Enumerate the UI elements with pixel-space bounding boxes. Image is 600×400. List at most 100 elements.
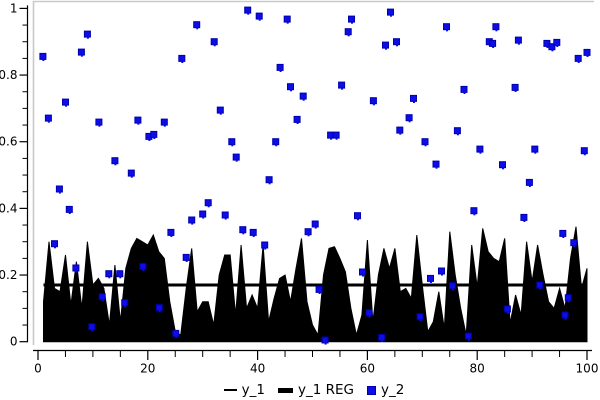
scatter-point-nub <box>242 232 245 235</box>
scatter-point-nub <box>577 61 580 63</box>
legend-item-y1: y_1 <box>223 382 265 398</box>
scatter-point-nub <box>456 133 459 136</box>
scatter-point <box>304 228 312 236</box>
scatter-point <box>139 262 147 270</box>
scatter-point <box>525 178 533 186</box>
scatter-point-nub <box>419 319 422 322</box>
scatter-point-nub <box>463 92 466 94</box>
scatter-point-nub <box>98 125 101 127</box>
scatter-point-nub <box>47 121 50 123</box>
scatter-point-nub <box>235 160 238 162</box>
scatter-point-nub <box>413 101 415 103</box>
thick-line-swatch-icon <box>278 387 293 393</box>
scatter-point <box>155 304 163 312</box>
scatter-point-nub <box>158 310 161 313</box>
scatter-point-nub <box>170 235 173 237</box>
scatter-point-nub <box>435 167 438 169</box>
y-tick-label: 0.8 <box>0 68 18 82</box>
scatter-point-nub <box>583 153 586 156</box>
scatter-point-nub <box>286 22 289 24</box>
legend-item-y1-reg: y_1 REG <box>278 382 354 398</box>
scatter-point-nub <box>430 281 432 283</box>
scatter-point-nub <box>181 61 184 63</box>
scatter-point-nub <box>268 182 271 185</box>
scatter-point <box>116 270 124 278</box>
scatter-point <box>261 241 269 249</box>
scatter-point <box>272 138 280 146</box>
scatter-point-nub <box>318 292 321 294</box>
scatter-point-nub <box>130 176 133 178</box>
scatter-point <box>438 267 445 275</box>
scatter-point-nub <box>341 88 344 90</box>
scatter-point <box>382 41 389 49</box>
y-tick-label: 1 <box>10 1 18 15</box>
scatter-point-nub <box>479 152 482 154</box>
scatter-point-nub <box>58 192 61 194</box>
scatter-point-nub <box>586 55 589 57</box>
scatter-point <box>255 12 263 20</box>
scatter-point <box>460 85 468 93</box>
scatter-point-nub <box>372 103 375 106</box>
scatter-point <box>44 114 52 122</box>
scatter-point <box>160 118 168 126</box>
scatter-point <box>559 229 567 237</box>
scatter-point <box>427 274 434 282</box>
scatter-point-nub <box>452 288 454 291</box>
scatter-point-nub <box>514 90 517 92</box>
scatter-point <box>396 126 404 134</box>
y-tick-label: 0.4 <box>0 201 18 215</box>
scatter-point-nub <box>296 122 299 124</box>
scatter-point-nub <box>175 336 178 338</box>
scatter-point <box>265 176 273 184</box>
scatter-series-y2 <box>39 6 591 345</box>
scatter-point <box>127 169 135 177</box>
scatter-point <box>72 264 80 272</box>
scatter-point <box>564 294 572 302</box>
scatter-point <box>121 299 129 307</box>
scatter-point-nub <box>441 274 443 276</box>
scatter-point-nub <box>495 29 498 32</box>
y-tick-label: 0.6 <box>0 135 18 149</box>
scatter-point-nub <box>539 288 542 290</box>
scatter-point-nub <box>307 234 310 237</box>
scatter-point-nub <box>148 139 151 141</box>
scatter-point <box>321 336 329 344</box>
scatter-point-nub <box>534 152 537 154</box>
scatter-point-nub <box>219 113 222 115</box>
x-tick-label: 100 <box>576 362 599 376</box>
legend-label-y1: y_1 <box>241 382 265 398</box>
scatter-point-nub <box>202 217 205 219</box>
scatter-point-nub <box>467 339 470 341</box>
legend: y_1 y_1 REG y_2 <box>33 381 595 399</box>
scatter-point <box>88 323 96 331</box>
scatter-point <box>354 212 361 220</box>
scatter-point-nub <box>564 318 567 320</box>
scatter-point <box>520 213 528 221</box>
scatter-point <box>239 226 247 234</box>
scatter-point-nub <box>75 271 78 273</box>
scatter-point <box>470 207 478 215</box>
scatter-point <box>315 285 323 293</box>
scatter-point <box>172 329 180 337</box>
scatter-point <box>583 48 591 56</box>
scatter-point <box>65 205 73 213</box>
scatter-point <box>193 21 201 29</box>
scatter-point-nub <box>399 133 402 135</box>
scatter-point <box>232 153 240 161</box>
scatter-point <box>77 48 85 56</box>
x-tick-label: 60 <box>360 362 375 376</box>
scatter-point <box>55 185 63 193</box>
scatter-point <box>244 6 252 14</box>
scatter-point <box>182 253 190 261</box>
scatter-point <box>574 54 582 62</box>
scatter-point <box>62 98 69 106</box>
scatter-point-nub <box>396 44 398 47</box>
scatter-point <box>499 161 506 169</box>
scatter-point-nub <box>65 105 67 107</box>
scatter-point <box>188 216 196 224</box>
scatter-point-nub <box>567 300 570 303</box>
scatter-point <box>338 81 346 89</box>
scatter-point-nub <box>80 55 83 57</box>
scatter-point <box>405 114 413 122</box>
scatter-point-nub <box>185 260 188 262</box>
